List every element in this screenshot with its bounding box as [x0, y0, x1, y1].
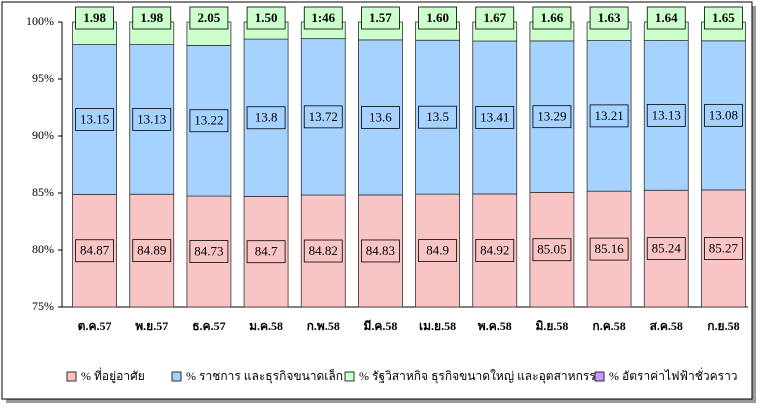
data-label: 85.24	[652, 241, 682, 256]
data-label-box	[646, 104, 686, 127]
data-label-box	[189, 6, 229, 30]
data-label-box	[475, 6, 515, 30]
data-label-box	[704, 103, 743, 127]
data-label: 84.92	[480, 242, 509, 257]
y-tick-label: 95%	[32, 71, 54, 85]
data-label-box	[418, 6, 457, 30]
y-tick-label: 75%	[32, 299, 54, 313]
data-label-box	[303, 105, 343, 129]
data-label: 84.83	[366, 243, 395, 258]
data-label-box	[646, 237, 686, 261]
data-label: 1.65	[712, 10, 735, 25]
legend-label: % อัตราค่าไฟฟ้าชั่วคราว	[609, 367, 738, 383]
data-label-box	[418, 105, 457, 129]
data-label: 2.05	[198, 10, 221, 25]
data-label-box	[75, 239, 114, 263]
data-label-box	[303, 239, 343, 263]
data-label-box	[646, 6, 686, 30]
data-label: 1.67	[483, 10, 506, 25]
y-tick-label: 90%	[32, 128, 54, 142]
data-label-box	[132, 6, 172, 30]
data-label: 1.64	[655, 10, 678, 25]
data-label: 84.7	[255, 244, 278, 259]
x-tick-label: ต.ค.57	[78, 319, 112, 333]
data-label-box	[418, 239, 457, 262]
data-label-box	[303, 6, 343, 30]
legend-swatch	[594, 371, 605, 382]
data-label: 13.08	[709, 107, 738, 122]
x-tick-label: พ.ย.57	[135, 319, 168, 333]
data-label-box	[589, 104, 629, 128]
x-tick-label: ม.ค.58	[249, 319, 283, 333]
data-label-box	[75, 6, 114, 30]
data-label-box	[532, 238, 572, 262]
data-label-box	[532, 6, 572, 30]
y-tick-label: 80%	[32, 242, 54, 256]
x-tick-label: ธ.ค.57	[192, 319, 225, 333]
data-label: 1.98	[83, 10, 106, 25]
data-label: 1.66	[541, 10, 564, 25]
data-label-box	[361, 106, 400, 129]
data-label-box	[361, 6, 400, 30]
legend-label: % ราชการ และธุรกิจขนาดเล็ก	[186, 368, 343, 384]
legend-swatch	[344, 371, 355, 382]
data-label-box	[704, 237, 743, 260]
data-label: 13.6	[369, 109, 392, 124]
data-label-box	[589, 237, 629, 261]
data-label-box	[704, 6, 743, 30]
data-label-box	[189, 240, 229, 263]
x-tick-label: ส.ค.58	[650, 319, 683, 333]
x-tick-label: เม.ย.58	[419, 319, 456, 333]
data-label: 85.05	[537, 242, 566, 257]
data-label: 85.16	[594, 241, 624, 256]
data-label-box	[475, 239, 515, 262]
data-label: 1.60	[426, 10, 449, 25]
data-label: 13.29	[537, 109, 566, 124]
data-label: 84.82	[309, 243, 338, 258]
x-tick-label: ก.ค.58	[592, 319, 625, 333]
data-label: 1.63	[598, 10, 621, 25]
x-tick-label: มี.ค.58	[363, 319, 397, 333]
x-tick-label: ก.ย.58	[707, 319, 739, 333]
data-label: 13.22	[194, 113, 223, 128]
data-label: 13.41	[480, 109, 509, 124]
y-tick-label: 85%	[32, 185, 54, 199]
data-label-box	[75, 108, 114, 131]
data-label-box	[246, 106, 286, 130]
legend-label: % ที่อยู่อาศัย	[81, 367, 145, 384]
data-label: 13.8	[255, 110, 278, 125]
data-label: 1.98	[140, 10, 163, 25]
data-label-box	[132, 239, 172, 263]
data-label-box	[246, 240, 286, 264]
legend-swatch	[66, 371, 77, 382]
data-label: 13.21	[594, 108, 623, 123]
data-label-box	[246, 6, 286, 30]
data-label: 84.87	[80, 243, 110, 258]
data-label: 1.57	[369, 10, 392, 25]
y-tick-label: 100%	[26, 14, 54, 28]
data-label: 1.50	[255, 10, 278, 25]
x-tick-label: มิ.ย.58	[535, 319, 568, 333]
data-label: 13.5	[426, 109, 449, 124]
x-tick-label: พ.ค.58	[478, 319, 512, 333]
data-label-box	[132, 108, 172, 131]
data-label-box	[361, 239, 400, 263]
data-label: 84.73	[194, 244, 223, 259]
data-label: 1:46	[311, 10, 335, 25]
data-label-box	[532, 105, 572, 129]
data-label: 13.15	[80, 112, 109, 127]
legend-swatch	[171, 371, 182, 382]
data-label: 13.72	[309, 109, 338, 124]
data-label: 13.13	[652, 107, 681, 122]
data-label-box	[189, 109, 229, 133]
data-label-box	[475, 106, 515, 129]
data-label: 85.27	[709, 240, 739, 255]
data-label: 84.89	[137, 243, 166, 258]
data-label-box	[589, 6, 629, 30]
x-tick-label: ก.พ.58	[307, 319, 340, 333]
data-label: 84.9	[426, 243, 449, 258]
legend-label: % รัฐวิสาหกิจ ธุรกิจขนาดใหญ่ และอุตสาหกร…	[359, 369, 604, 384]
data-label: 13.13	[137, 111, 166, 126]
